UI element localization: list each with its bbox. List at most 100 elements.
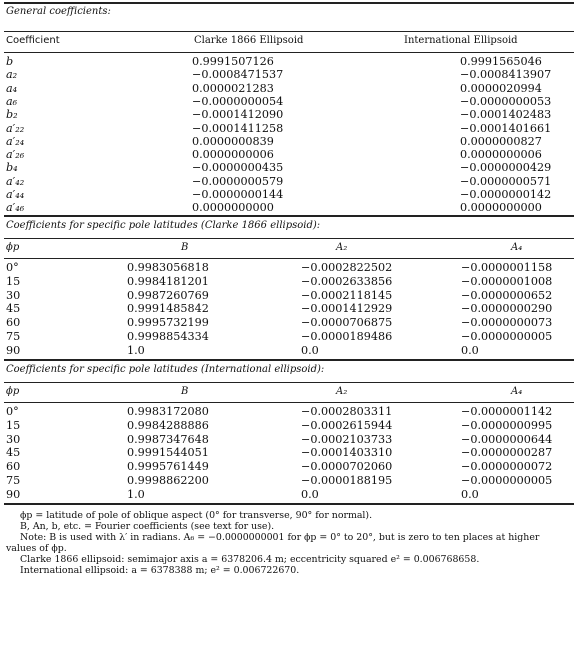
table-row: 0° 0.9983172080 −0.0002803311 −0.0000001142 <box>4 405 574 418</box>
A4-value: 0.0 <box>461 487 479 501</box>
B-value: 0.9991544051 <box>127 446 209 460</box>
footnote-phi: ϕp = latitude of pole of oblique aspect … <box>20 510 373 521</box>
clarke-value: 0.0000000000 <box>192 201 274 215</box>
A4-value: −0.0000000073 <box>461 316 553 330</box>
table-row: a′₄₂ −0.0000000579 −0.0000000571 <box>4 175 574 188</box>
international-header-phi: ϕp <box>6 386 20 397</box>
footnote-radians: Note: B is used with λ′ in radians. A₆ =… <box>20 532 540 543</box>
international-value: −0.0000000053 <box>460 94 552 108</box>
A4-value: 0.0 <box>461 343 479 357</box>
footnote-fourier: B, An, b, etc. = Fourier coefficients (s… <box>20 521 275 532</box>
clarke-header-top-rule <box>4 238 574 239</box>
pole-latitude: 90 <box>6 487 21 501</box>
A4-value: −0.0000001158 <box>461 261 553 274</box>
A2-value: −0.0000706875 <box>301 316 393 330</box>
international-section-label: Coefficients for specific pole latitudes… <box>6 364 325 375</box>
international-value: −0.0000000429 <box>460 161 552 175</box>
A2-value: −0.0000189486 <box>301 330 393 343</box>
coefficient-name: b <box>6 55 14 68</box>
clarke-value: −0.0001411258 <box>192 121 284 135</box>
international-value: −0.0001402483 <box>460 108 552 122</box>
B-value: 0.9984181201 <box>127 274 209 288</box>
table-row: 60 0.9995732199 −0.0000706875 −0.0000000073 <box>4 316 574 329</box>
table-row: 30 0.9987347648 −0.0002103733 −0.0000000644 <box>4 433 574 446</box>
A2-value: 0.0 <box>301 487 319 501</box>
coefficient-name: b₄ <box>6 161 18 175</box>
pole-latitude: 60 <box>6 460 21 474</box>
pole-latitude: 45 <box>6 446 21 460</box>
pole-latitude: 30 <box>6 288 21 302</box>
clarke-value: 0.0000000839 <box>192 134 274 148</box>
footnotes: ϕp = latitude of pole of oblique aspect … <box>6 510 572 576</box>
general-header-clarke: Clarke 1866 Ellipsoid <box>194 35 304 46</box>
A2-value: −0.0002118145 <box>301 288 393 302</box>
coefficient-name: a′₄₆ <box>6 201 25 215</box>
international-value: −0.0000000142 <box>460 188 552 201</box>
clarke-value: −0.0001412090 <box>192 108 284 122</box>
clarke-header-A4: A₄ <box>511 242 523 253</box>
table-row: 45 0.9991544051 −0.0001403310 −0.0000000287 <box>4 446 574 459</box>
international-bottom-rule <box>4 503 574 505</box>
footnote-international: International ellipsoid: a = 6378388 m; … <box>20 565 300 576</box>
B-value: 0.9987347648 <box>127 432 209 446</box>
B-value: 0.9995761449 <box>127 460 209 474</box>
international-value: 0.0000000006 <box>460 148 542 162</box>
B-value: 1.0 <box>127 487 145 501</box>
A4-value: −0.0000000005 <box>461 330 553 343</box>
clarke-header-bottom-rule <box>4 258 574 259</box>
B-value: 0.9983056818 <box>127 261 209 274</box>
international-value: 0.0000020994 <box>460 81 542 95</box>
international-value: 0.9991565046 <box>460 55 542 68</box>
clarke-header-A2: A₂ <box>336 242 348 253</box>
top-rule <box>4 2 574 4</box>
clarke-value: −0.0008471537 <box>192 68 284 82</box>
A4-value: −0.0000000995 <box>461 418 553 432</box>
B-value: 0.9991485842 <box>127 302 209 316</box>
table-row: b 0.9991507126 0.9991565046 <box>4 55 574 68</box>
A4-value: −0.0000000072 <box>461 460 553 474</box>
table-row: a₆ −0.0000000054 −0.0000000053 <box>4 95 574 108</box>
clarke-value: −0.0000000579 <box>192 174 284 188</box>
B-value: 0.9983172080 <box>127 405 209 418</box>
B-value: 0.9987260769 <box>127 288 209 302</box>
table-row: 90 1.0 0.0 0.0 <box>4 488 574 501</box>
general-section-label: General coefficients: <box>6 6 111 17</box>
coefficient-name: a′₄₂ <box>6 174 25 188</box>
A4-value: −0.0000000644 <box>461 432 553 446</box>
coefficient-name: a′₂₂ <box>6 121 25 135</box>
A4-value: −0.0000001008 <box>461 274 553 288</box>
international-header-top-rule <box>4 382 574 383</box>
international-header-bottom-rule <box>4 402 574 403</box>
general-header-top-rule <box>4 31 574 32</box>
B-value: 0.9998854334 <box>127 330 209 343</box>
table-row: 75 0.9998862200 −0.0000188195 −0.0000000005 <box>4 474 574 487</box>
international-value: 0.0000000000 <box>460 201 542 215</box>
international-header-A2: A₂ <box>336 386 348 397</box>
table-row: 15 0.9984288886 −0.0002615944 −0.0000000995 <box>4 419 574 432</box>
pole-latitude: 15 <box>6 274 21 288</box>
A2-value: −0.0002615944 <box>301 418 393 432</box>
pole-latitude: 60 <box>6 316 21 330</box>
coefficient-name: a′₄₄ <box>6 188 25 201</box>
pole-latitude: 45 <box>6 302 21 316</box>
A2-value: −0.0002803311 <box>301 405 393 418</box>
general-bottom-rule <box>4 215 574 217</box>
pole-latitude: 0° <box>6 405 19 418</box>
clarke-value: 0.0000000006 <box>192 148 274 162</box>
clarke-value: 0.0000021283 <box>192 81 274 95</box>
table-row: 45 0.9991485842 −0.0001412929 −0.0000000290 <box>4 302 574 315</box>
table-row: 0° 0.9983056818 −0.0002822502 −0.0000001158 <box>4 261 574 274</box>
coefficient-name: b₂ <box>6 108 18 122</box>
table-row: b₂ −0.0001412090 −0.0001402483 <box>4 108 574 121</box>
international-value: −0.0000000571 <box>460 174 552 188</box>
pole-latitude: 75 <box>6 474 21 487</box>
table-row: b₄ −0.0000000435 −0.0000000429 <box>4 161 574 174</box>
general-header-coefficient: Coefficient <box>6 35 60 46</box>
clarke-value: −0.0000000054 <box>192 94 284 108</box>
table-row: a′₂₂ −0.0001411258 −0.0001401661 <box>4 122 574 135</box>
coefficient-name: a₂ <box>6 68 18 82</box>
clarke-value: −0.0000000144 <box>192 188 284 201</box>
B-value: 0.9995732199 <box>127 316 209 330</box>
B-value: 0.9984288886 <box>127 418 209 432</box>
general-header-bottom-rule <box>4 52 574 53</box>
